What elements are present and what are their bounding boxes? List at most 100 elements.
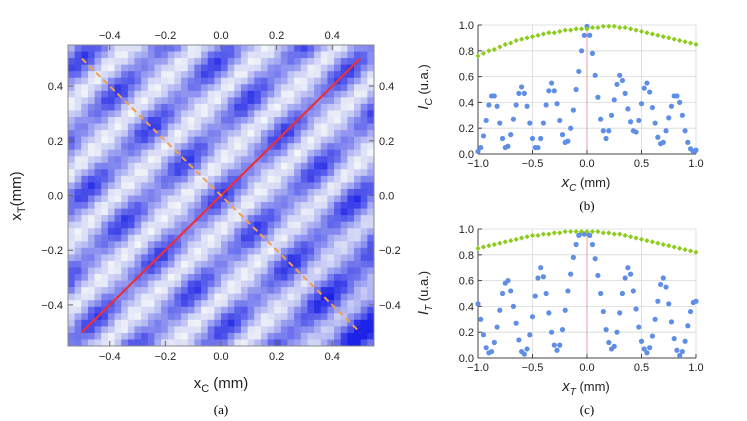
heatmap-cell	[240, 162, 249, 170]
plot-c-ylabel-unit: (u.a.)	[416, 271, 431, 305]
plot-c-data-point	[529, 314, 536, 320]
heatmap-cell	[154, 234, 162, 242]
heatmap-cell	[247, 58, 255, 66]
heatmap-cell	[121, 149, 129, 157]
heatmap-cell	[187, 234, 195, 242]
heatmap-image	[68, 45, 374, 346]
heatmap-cell	[221, 143, 229, 151]
heatmap-cell	[280, 267, 289, 275]
heatmap-cell	[360, 339, 368, 346]
heatmap-cell	[107, 319, 116, 327]
heatmap-cell	[234, 326, 242, 334]
heatmap-cell	[327, 202, 335, 210]
plot-b-envelope-point	[682, 39, 688, 45]
heatmap-cell	[167, 274, 176, 282]
heatmap-cell	[81, 287, 89, 295]
heatmap-cell	[207, 332, 215, 341]
heatmap-cell	[254, 339, 262, 346]
heatmap-cell	[161, 228, 169, 236]
heatmap-cell	[314, 110, 322, 118]
heatmap-cell	[94, 202, 102, 210]
heatmap-cell	[94, 339, 102, 346]
heatmap-cell	[194, 208, 202, 216]
heatmap-cell	[94, 97, 102, 105]
heatmap-cell	[187, 293, 195, 301]
heatmap-cell	[314, 221, 322, 229]
plot-c-envelope-point	[486, 243, 492, 249]
heatmap-cell	[227, 130, 235, 138]
plot-b-envelope-point	[546, 30, 552, 36]
plot-b-envelope-point	[666, 35, 672, 41]
plot-b-envelope-point	[475, 53, 481, 59]
plot-c-xtick-label: −1.0	[467, 362, 489, 374]
heatmap-cell	[154, 51, 162, 59]
heatmap-cell	[287, 182, 295, 190]
heatmap-cell	[174, 313, 182, 321]
plot-b-data-point	[685, 139, 691, 145]
heatmap-cell	[114, 103, 122, 112]
heatmap-cell	[327, 208, 335, 216]
heatmap-cell	[94, 267, 102, 275]
heatmap-cell	[74, 254, 82, 262]
heatmap-cell	[334, 162, 342, 170]
heatmap-cell	[327, 169, 335, 177]
plot-c-xtick-label: 1.0	[688, 362, 703, 374]
heatmap-cell	[254, 123, 262, 131]
heatmap-cell	[300, 188, 309, 197]
heatmap-cell	[114, 77, 122, 85]
heatmap-cell	[314, 332, 322, 341]
heatmap-cell	[127, 241, 136, 249]
heatmap-cell	[227, 326, 235, 334]
heatmap-cell	[147, 202, 156, 210]
heatmap-cell	[267, 182, 275, 190]
heatmap-cell	[201, 71, 209, 79]
heatmap-cell	[207, 234, 215, 242]
heatmap-cell	[167, 116, 176, 125]
heatmap-cell	[367, 149, 374, 157]
heatmap-cell	[354, 130, 362, 138]
plot-c-data-point	[674, 347, 680, 353]
heatmap-cell	[280, 287, 289, 295]
heatmap-cell	[267, 90, 275, 98]
heatmap-cell	[194, 51, 202, 59]
heatmap-cell	[294, 188, 302, 197]
heatmap-cell	[154, 84, 162, 92]
heatmap-cell	[360, 306, 368, 314]
heatmap-cell	[254, 110, 262, 118]
heatmap-cell	[68, 103, 76, 112]
heatmap-cell	[201, 97, 209, 105]
heatmap-cell	[94, 280, 102, 288]
heatmap-cell	[221, 156, 229, 164]
heatmap-cell	[101, 58, 109, 66]
heatmap-cell	[141, 143, 149, 151]
heatmap-cell	[68, 274, 76, 282]
heatmap-cell	[314, 202, 322, 210]
heatmap-cell	[294, 123, 302, 131]
heatmap-cell	[327, 110, 335, 118]
heatmap-cell	[94, 136, 102, 144]
heatmap-cell	[367, 306, 374, 314]
heatmap-cell	[181, 254, 189, 262]
plot-c-envelope-point	[524, 234, 530, 240]
heatmap-cell	[247, 130, 255, 138]
heatmap-cell	[167, 215, 176, 223]
heatmap-cell	[340, 51, 348, 59]
plot-c-envelope-point	[535, 232, 541, 239]
plot-b-data-point	[570, 107, 576, 113]
heatmap-cell	[174, 195, 182, 203]
heatmap-cell	[334, 130, 342, 138]
heatmap-cell	[327, 247, 335, 255]
heatmap-cell	[174, 306, 182, 314]
heatmap-cell	[68, 90, 76, 98]
heatmap-cell	[134, 339, 142, 346]
heatmap-cell	[207, 267, 215, 275]
heatmap-cell	[207, 274, 215, 282]
heatmap-cell	[260, 188, 269, 197]
heatmap-cell	[94, 45, 102, 53]
heatmap-cell	[247, 156, 255, 164]
heatmap-cell	[127, 208, 136, 216]
heatmap-cell	[101, 234, 109, 242]
heatmap-cell	[174, 280, 182, 288]
heatmap-cell	[107, 51, 116, 59]
heatmap-cell	[320, 313, 329, 321]
